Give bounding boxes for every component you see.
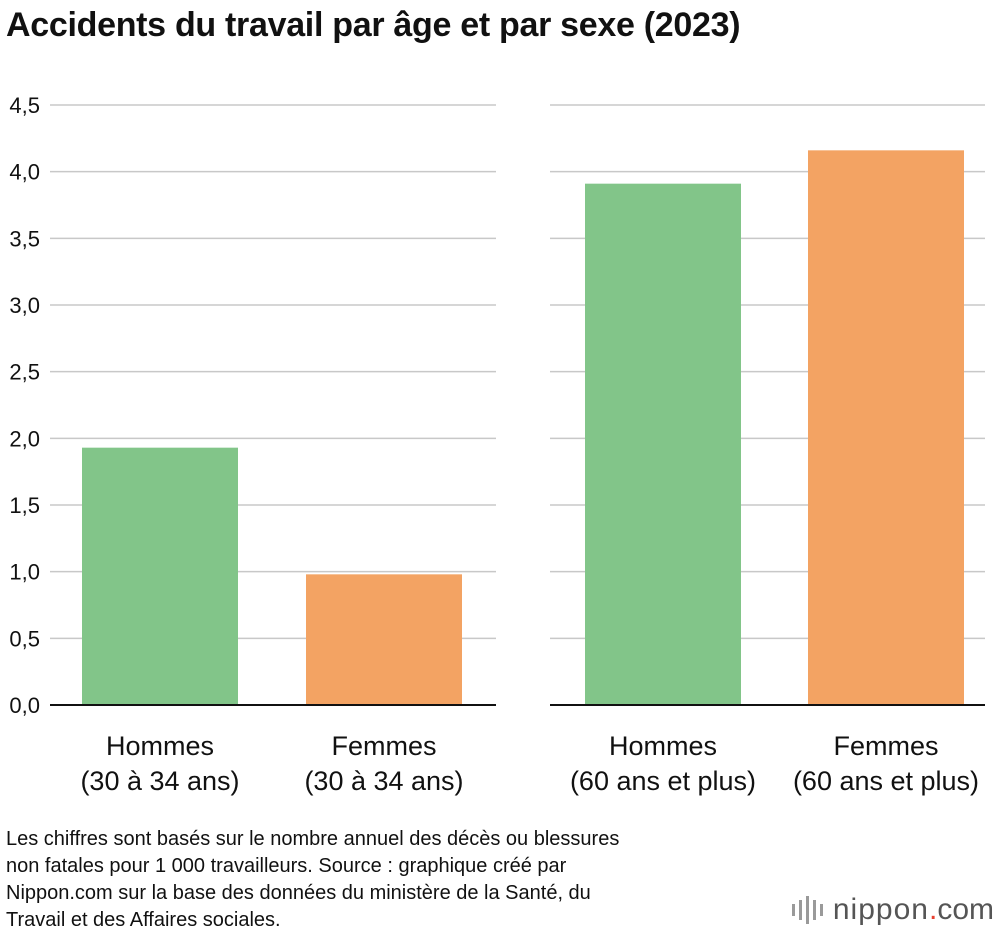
logo-name: nippon [832, 893, 929, 926]
sound-bars-icon [791, 896, 823, 924]
footnote: Les chiffres sont basés sur le nombre an… [6, 826, 786, 934]
bar [306, 574, 462, 705]
x-tick-label: (30 à 34 ans) [80, 766, 239, 796]
footnote-line: Travail et des Affaires sociales. [6, 909, 281, 931]
bars [82, 150, 964, 706]
x-tick-label: Femmes [331, 731, 436, 761]
y-axis-ticks: 0,0 0,5 1,0 1,5 2,0 2,5 3,0 3,5 4,0 4,5 [9, 93, 40, 718]
footnote-line: Nippon.com sur la base des données du mi… [6, 882, 591, 904]
y-tick-label: 1,5 [9, 493, 40, 518]
x-axis-labels: Hommes (30 à 34 ans) Femmes (30 à 34 ans) Ho… [80, 731, 979, 796]
x-tick-label: (30 à 34 ans) [304, 766, 463, 796]
y-tick-label: 4,5 [9, 93, 40, 118]
y-tick-label: 4,0 [9, 160, 40, 185]
y-tick-label: 1,0 [9, 560, 40, 585]
footnote-line: Les chiffres sont basés sur le nombre an… [6, 828, 620, 850]
logo-dot: . [928, 893, 938, 926]
x-tick-label: Femmes [833, 731, 938, 761]
bar [808, 150, 964, 705]
nippon-logo: nippon. com [791, 893, 994, 927]
x-tick-label: Hommes [609, 731, 717, 761]
footnote-line: non fatales pour 1 000 travailleurs. Sou… [6, 855, 567, 877]
bar [82, 447, 238, 705]
bar [585, 183, 741, 706]
y-tick-label: 2,5 [9, 360, 40, 385]
y-tick-label: 3,5 [9, 226, 40, 251]
x-tick-label: Hommes [106, 731, 214, 761]
chart-title: Accidents du travail par âge et par sexe… [6, 6, 741, 44]
y-tick-label: 0,5 [9, 626, 40, 651]
x-tick-label: (60 ans et plus) [570, 766, 756, 796]
y-tick-label: 3,0 [9, 293, 40, 318]
y-tick-label: 0,0 [9, 693, 40, 718]
x-tick-label: (60 ans et plus) [793, 766, 979, 796]
bar-chart: 0,0 0,5 1,0 1,5 2,0 2,5 3,0 3,5 4,0 4,5 Hommes (30… [9, 93, 985, 796]
logo-suffix: com [937, 893, 994, 926]
y-tick-label: 2,0 [9, 426, 40, 451]
